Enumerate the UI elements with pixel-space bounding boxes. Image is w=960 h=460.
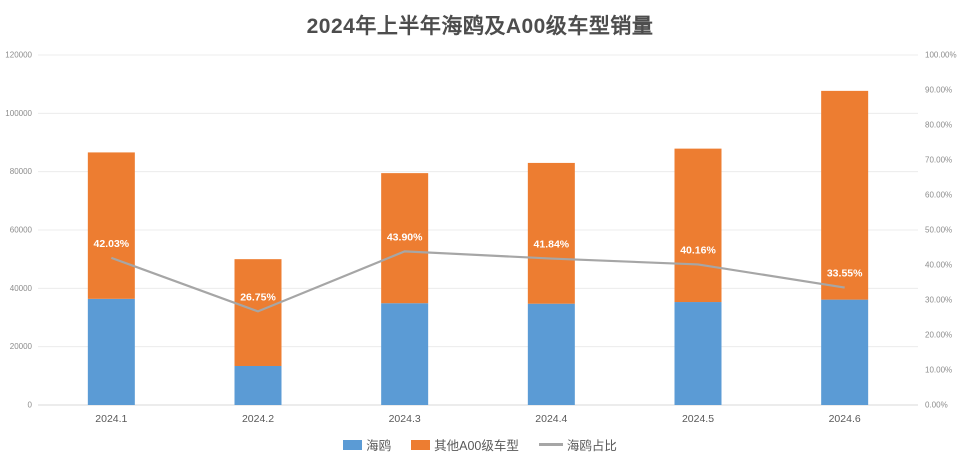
seagull-swatch-icon — [343, 439, 363, 450]
ratio-data-label: 40.16% — [680, 244, 716, 256]
seagull-ratio-line-swatch-icon — [538, 443, 563, 446]
right-axis-tick-label: 20.00% — [925, 331, 952, 340]
legend-item-seagull-ratio[interactable]: 海鸥占比 — [538, 435, 617, 454]
x-axis-label: 2024.3 — [389, 413, 421, 425]
x-axis-label: 2024.1 — [95, 413, 127, 425]
right-axis-tick-label: 50.00% — [925, 226, 952, 235]
other-a00-swatch-icon — [411, 439, 431, 450]
right-axis-tick-label: 80.00% — [925, 121, 952, 130]
seagull-ratio-line[interactable] — [110, 250, 845, 313]
x-axis-label: 2024.2 — [242, 413, 274, 425]
bar-other-a00[interactable] — [234, 259, 282, 366]
bar-other-a00[interactable] — [87, 152, 135, 299]
ratio-data-label: 33.55% — [827, 268, 863, 280]
right-axis-tick-label: 90.00% — [925, 86, 952, 95]
legend-label-seagull: 海鸥 — [366, 439, 392, 453]
left-axis-tick-label: 120000 — [5, 51, 32, 60]
left-axis-tick-label: 20000 — [10, 342, 33, 351]
bar-other-a00[interactable] — [381, 173, 429, 304]
bar-seagull[interactable] — [87, 298, 135, 405]
bar-other-a00[interactable] — [674, 148, 722, 303]
legend-label-seagull-ratio: 海鸥占比 — [566, 439, 617, 453]
left-axis-tick-label: 80000 — [10, 167, 33, 176]
right-axis-tick-label: 10.00% — [925, 366, 952, 375]
x-axis-label: 2024.6 — [829, 413, 861, 425]
right-axis-tick-label: 100.00% — [925, 51, 957, 60]
right-axis-tick-label: 70.00% — [925, 156, 952, 165]
right-axis-tick-label: 0.00% — [925, 401, 948, 410]
bar-seagull[interactable] — [234, 365, 282, 405]
ratio-data-label: 42.03% — [94, 238, 130, 250]
right-axis-tick-label: 40.00% — [925, 261, 952, 270]
right-axis-tick-label: 60.00% — [925, 191, 952, 200]
chart-legend: 海鸥 其他A00级车型 海鸥占比 — [0, 435, 960, 454]
left-axis-tick-label: 100000 — [5, 109, 32, 118]
x-axis-label: 2024.5 — [682, 413, 714, 425]
bar-seagull[interactable] — [381, 303, 429, 405]
legend-label-other-a00: 其他A00级车型 — [434, 439, 519, 453]
left-axis-tick-label: 60000 — [10, 226, 33, 235]
chart-title: 2024年上半年海鸥及A00级车型销量 — [306, 15, 654, 38]
bar-seagull[interactable] — [821, 299, 869, 405]
bar-other-a00[interactable] — [527, 162, 575, 304]
right-axis-tick-label: 30.00% — [925, 296, 952, 305]
ratio-data-label: 41.84% — [534, 239, 570, 251]
bar-seagull[interactable] — [527, 303, 575, 405]
ratio-data-label: 26.75% — [240, 291, 276, 303]
ratio-data-label: 43.90% — [387, 231, 423, 243]
legend-item-seagull[interactable]: 海鸥 — [343, 435, 391, 454]
bar-seagull[interactable] — [674, 302, 722, 405]
bar-other-a00[interactable] — [821, 90, 869, 300]
left-axis-tick-label: 40000 — [10, 284, 33, 293]
left-axis-tick-label: 0 — [28, 401, 33, 410]
x-axis-label: 2024.4 — [535, 413, 567, 425]
legend-item-other-a00[interactable]: 其他A00级车型 — [411, 435, 519, 454]
